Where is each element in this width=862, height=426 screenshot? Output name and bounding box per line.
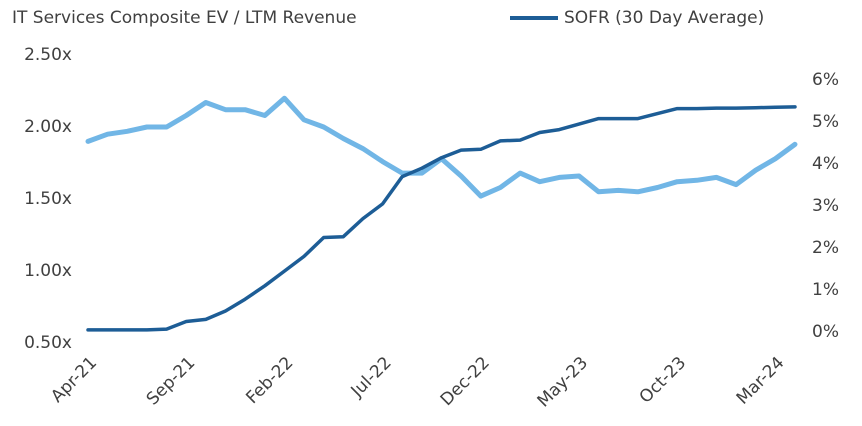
legend-label: IT Services Composite EV / LTM Revenue	[12, 8, 357, 28]
x-tick-label: Oct-23	[636, 353, 691, 408]
x-tick-label: Jul-22	[347, 353, 396, 402]
y-tick-label: 2.00x	[24, 117, 72, 137]
x-tick-label: May-23	[534, 353, 592, 411]
y2-tick-label: 0%	[812, 322, 839, 342]
x-tick-label: Feb-22	[242, 353, 297, 408]
x-tick-label: Dec-22	[437, 353, 494, 410]
y2-tick-label: 5%	[812, 112, 839, 132]
y2-tick-label: 3%	[812, 196, 839, 216]
y2-tick-label: 2%	[812, 238, 839, 258]
x-tick-label: Sep-21	[143, 353, 199, 409]
y-tick-label: 2.50x	[24, 45, 72, 65]
x-tick-label: Apr-21	[47, 353, 101, 407]
y2-tick-label: 6%	[812, 70, 839, 90]
series-line	[86, 105, 797, 332]
y-tick-label: 0.50x	[24, 333, 72, 353]
series-line	[85, 95, 798, 199]
y-tick-label: 1.50x	[24, 189, 72, 209]
legend-label: SOFR (30 Day Average)	[564, 8, 764, 28]
y-tick-label: 1.00x	[24, 261, 72, 281]
y2-tick-label: 4%	[812, 154, 839, 174]
x-tick-label: Mar-24	[733, 353, 789, 409]
y2-tick-label: 1%	[812, 280, 839, 300]
